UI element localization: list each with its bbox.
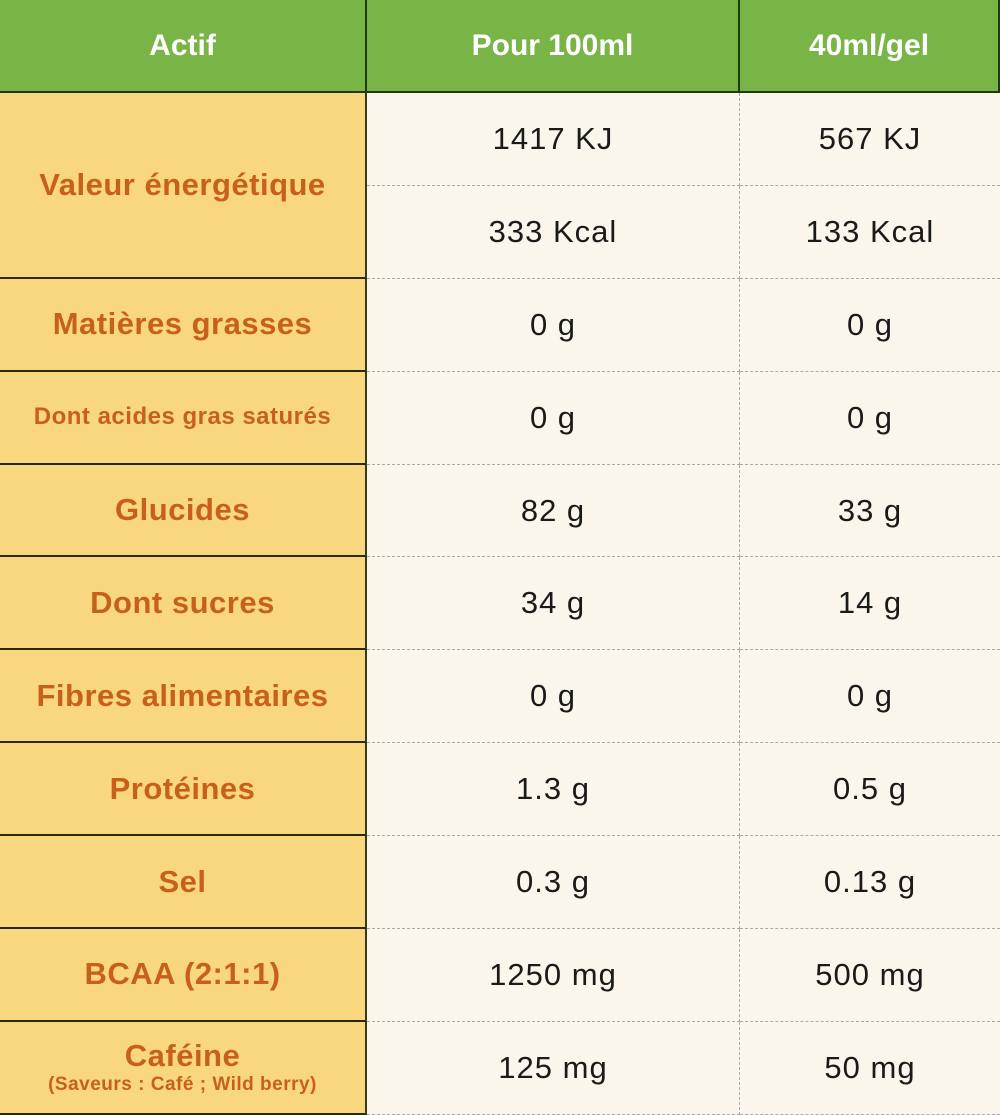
row-label: Dont acides gras saturés — [0, 371, 367, 465]
row-label: Fibres alimentaires — [0, 650, 367, 744]
cell-per-100ml: 125 mg — [367, 1021, 740, 1115]
row-label-text: Caféine — [124, 1038, 241, 1074]
row-label-text: Protéines — [109, 770, 256, 806]
cell-per-100ml: 1250 mg — [367, 929, 740, 1022]
cell-per-gel: 0 g — [740, 279, 1000, 372]
cell-per-gel: 0 g — [740, 650, 1000, 744]
header-per-gel: 40ml/gel — [740, 0, 1000, 93]
cell-per-100ml: 0.3 g — [367, 836, 740, 930]
cell-per-gel: 33 g — [740, 465, 1000, 558]
header-per-100ml: Pour 100ml — [367, 0, 740, 93]
cell-per-gel: 500 mg — [740, 929, 1000, 1022]
header-actif: Actif — [0, 0, 367, 93]
row-label-text: Fibres alimentaires — [36, 677, 329, 713]
cell-per-gel: 50 mg — [740, 1022, 1000, 1115]
cell-per-gel: 0.5 g — [740, 743, 1000, 837]
cell-per-gel: 0.13 g — [740, 836, 1000, 930]
row-label: Valeur énergétique — [0, 93, 367, 279]
cell-per-100ml: 34 g — [367, 557, 740, 651]
cell-per-100ml: 82 g — [367, 464, 740, 558]
row-label-text: Matières grasses — [52, 306, 313, 342]
row-label: Dont sucres — [0, 557, 367, 651]
row-label-text: Glucides — [115, 492, 250, 527]
row-label: Protéines — [0, 743, 367, 837]
cell-per-100ml: 0 g — [367, 371, 740, 465]
row-label-text: Dont sucres — [90, 584, 275, 620]
row-label: Sel — [0, 836, 367, 930]
row-label-text: Dont acides gras saturés — [33, 403, 332, 431]
row-label: Matières grasses — [0, 278, 367, 372]
cell-per-gel: 133 Kcal — [740, 186, 1000, 279]
row-sublabel: (Saveurs : Café ; Wild berry) — [48, 1074, 317, 1096]
cell-per-gel: 567 KJ — [740, 93, 1000, 186]
cell-per-100ml: 1417 KJ — [367, 93, 740, 186]
row-label: Caféine (Saveurs : Café ; Wild berry) — [0, 1021, 367, 1115]
cell-per-gel: 0 g — [740, 372, 1000, 465]
row-label: Glucides — [0, 464, 367, 558]
cell-per-100ml: 0 g — [367, 650, 740, 744]
cell-per-gel: 14 g — [740, 557, 1000, 651]
row-label-text: BCAA (2:1:1) — [84, 956, 281, 992]
cell-per-100ml: 1.3 g — [367, 743, 740, 837]
row-label: BCAA (2:1:1) — [0, 929, 367, 1022]
row-label-text: Sel — [158, 863, 207, 899]
cell-per-100ml: 333 Kcal — [367, 185, 740, 279]
cell-per-100ml: 0 g — [367, 278, 740, 372]
